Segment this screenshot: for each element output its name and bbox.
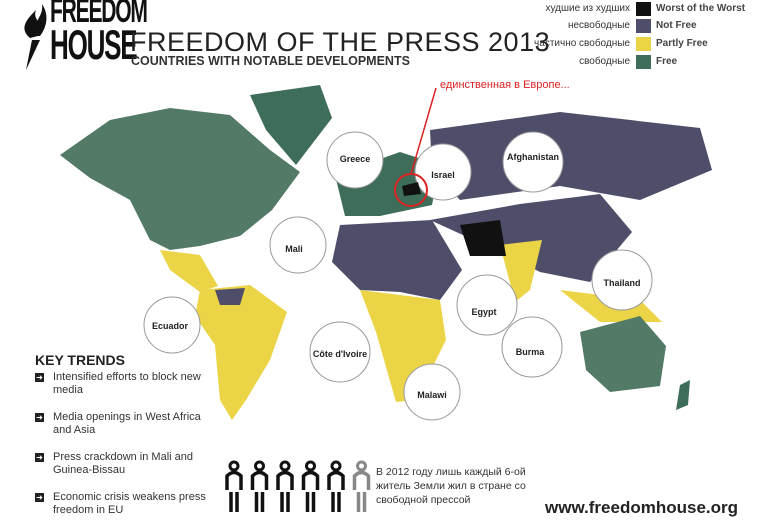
person-icon <box>276 460 294 512</box>
arrow-icon: ➜ <box>35 413 44 422</box>
legend-partly-free: частично свободные Partly Free <box>508 36 768 52</box>
trend-text: Economic crisis weakens press freedom in… <box>53 491 206 516</box>
south-america <box>195 285 287 420</box>
freedom-house-torch-logo <box>24 4 47 70</box>
person-icon <box>250 460 269 512</box>
legend-swatch <box>636 2 651 16</box>
callout-label: Thailand <box>603 278 640 288</box>
legend-en-label: Free <box>656 56 678 67</box>
asia <box>430 194 632 282</box>
callout-cote-divoire: Côte d'Ivoire <box>309 321 371 383</box>
legend-swatch <box>636 19 651 33</box>
trend-item: ➜ Media openings in West Africa and Asia <box>35 411 210 437</box>
trend-text: Media openings in West Africa and Asia <box>53 411 201 436</box>
trend-text: Press crackdown in Mali and Guinea-Bissa… <box>53 451 194 476</box>
people-icons <box>225 460 371 512</box>
continents <box>60 85 712 420</box>
legend-ru-label: частично свободные <box>534 38 630 49</box>
trend-text: Intensified efforts to block new media <box>53 371 201 396</box>
legend-en-label: Partly Free <box>656 38 708 49</box>
key-trends-title: KEY TRENDS <box>35 352 125 368</box>
page-title: FREEDOM OF THE PRESS 2013 <box>130 27 551 57</box>
callout-israel: Israel <box>414 143 472 201</box>
greenland <box>250 85 332 165</box>
legend-free: свободные Free <box>508 54 768 70</box>
person-icon <box>301 460 320 512</box>
callout-malawi: Malawi <box>403 363 461 421</box>
trend-item: ➜ Economic crisis weakens press freedom i… <box>35 491 210 517</box>
central-america <box>160 250 218 292</box>
legend-ru-label: свободные <box>579 56 630 67</box>
callout-label: Côte d'Ivoire <box>313 349 367 359</box>
arrow-icon: ➜ <box>35 493 44 502</box>
person-icon <box>327 460 345 512</box>
callout-label: Afghanistan <box>507 152 559 162</box>
callout-label: Malawi <box>417 390 447 400</box>
callout-circles: Greece Israel Afghanistan Mali Thailand … <box>143 131 653 421</box>
legend-ru-label: несвободные <box>567 20 630 31</box>
belarus-annotation: единственная в Европе... <box>440 79 570 91</box>
callout-burma: Burma <box>501 316 563 378</box>
legend-en-label: Worst of the Worst <box>656 3 746 14</box>
callout-mali: Mali <box>269 216 327 274</box>
india <box>500 240 542 302</box>
callout-label: Burma <box>516 347 546 357</box>
callout-afghanistan: Afghanistan <box>502 131 564 193</box>
key-trends: KEY TRENDS ➜ Intensified efforts to block… <box>35 352 210 531</box>
logo-line1: FREEDOM <box>50 0 148 30</box>
world-map: Greece Israel Afghanistan Mali Thailand … <box>60 85 712 421</box>
page-subtitle: COUNTRIES WITH NOTABLE DEVELOPMENTS <box>131 54 410 68</box>
free-press-statistic: В 2012 году лишь каждый 6-ой житель Земл… <box>376 466 526 506</box>
legend-swatch <box>636 55 651 69</box>
person-icon <box>225 460 243 512</box>
logo-text: FREEDOM HOUSE <box>50 0 148 68</box>
belarus-highlight <box>394 87 437 207</box>
legend-worst: худшие из худших Worst of the Worst <box>508 1 768 17</box>
callout-label: Greece <box>340 154 371 164</box>
callout-greece: Greece <box>326 131 384 189</box>
north-america <box>60 108 300 250</box>
trend-item: ➜ Press crackdown in Mali and Guinea-Biss… <box>35 451 210 477</box>
callout-ecuador: Ecuador <box>143 296 201 354</box>
callout-label: Egypt <box>471 307 496 317</box>
africa-north <box>332 220 462 300</box>
iran <box>460 220 506 256</box>
callout-label: Ecuador <box>152 321 189 331</box>
website-url: www.freedomhouse.org <box>545 498 739 517</box>
arrow-icon: ➜ <box>35 373 44 382</box>
australia <box>580 316 666 392</box>
venezuela <box>215 288 245 305</box>
person-icon <box>352 460 371 512</box>
russia <box>430 112 712 200</box>
callout-label: Mali <box>285 244 303 254</box>
callout-thailand: Thailand <box>591 249 653 311</box>
logo-line2: HOUSE <box>50 21 138 68</box>
callout-label: Israel <box>431 170 455 180</box>
legend-en-label: Not Free <box>656 20 697 31</box>
legend-swatch <box>636 37 651 51</box>
trend-item: ➜ Intensified efforts to block new media <box>35 371 210 397</box>
callout-egypt: Egypt <box>456 274 518 336</box>
legend-ru-label: худшие из худших <box>545 3 630 14</box>
legend-not-free: несвободные Not Free <box>508 18 768 34</box>
new-zealand <box>676 380 690 410</box>
arrow-icon: ➜ <box>35 453 44 462</box>
